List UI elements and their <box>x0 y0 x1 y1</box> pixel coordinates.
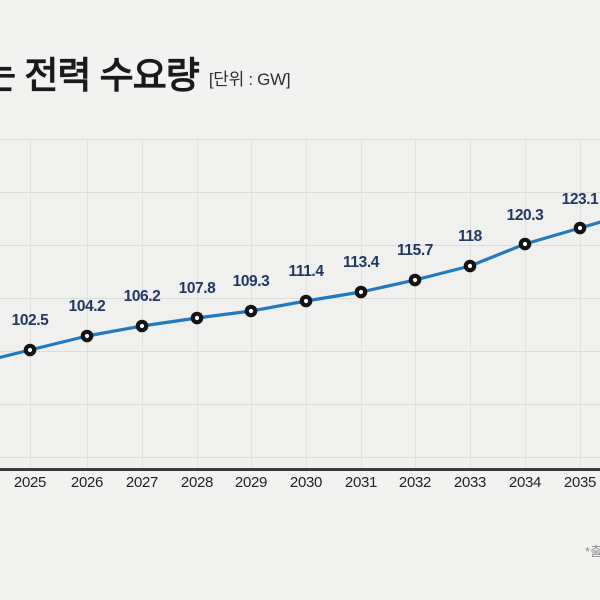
data-point-marker[interactable] <box>354 285 368 299</box>
data-point-label: 118 <box>458 228 482 245</box>
x-axis-tick-label: 2030 <box>289 474 323 491</box>
data-point-marker[interactable] <box>573 221 587 235</box>
data-point-marker[interactable] <box>244 304 258 318</box>
data-point-label: 111.4 <box>288 263 324 280</box>
x-axis-labels: 2025 2026 2027 2028 2029 2030 2031 2032 2033 2034… <box>0 474 600 502</box>
x-axis-tick-label: 2035 <box>563 474 597 491</box>
x-axis-tick-label: 2033 <box>453 474 487 491</box>
data-point-label: 115.7 <box>397 242 433 259</box>
page-title: 는 전력 수요량 <box>0 55 200 96</box>
x-axis-tick-label: 2034 <box>508 474 542 491</box>
source-note: *출처 <box>585 544 600 559</box>
x-axis-tick-label: 2025 <box>13 474 47 491</box>
line-series <box>0 220 600 360</box>
data-point-marker[interactable] <box>299 294 313 308</box>
data-point-marker[interactable] <box>23 343 37 357</box>
x-axis-tick-label: 2031 <box>344 474 378 491</box>
data-point-label: 109.3 <box>232 273 270 290</box>
x-axis-tick-label: 2029 <box>234 474 268 491</box>
chart-header: 는 전력 수요량 [단위 : GW] <box>0 38 600 94</box>
data-point-marker[interactable] <box>80 329 94 343</box>
data-point-label: 113.4 <box>343 254 379 271</box>
data-point-marker[interactable] <box>518 237 532 251</box>
x-axis-tick-label: 2026 <box>70 474 104 491</box>
unit-label: [단위 : GW] <box>208 70 291 89</box>
x-axis-tick-label: 2028 <box>180 474 214 491</box>
data-point-label: 123.1 <box>561 191 599 208</box>
x-axis-tick-label: 2032 <box>398 474 432 491</box>
data-point-marker[interactable] <box>463 259 477 273</box>
chart-plot-area: 102.5 104.2 106.2 107.8 109.3 111.4 113.4 115.7… <box>0 138 600 471</box>
data-point-label: 107.8 <box>178 280 216 297</box>
data-point-marker[interactable] <box>408 273 422 287</box>
data-point-label: 102.5 <box>11 312 49 329</box>
data-point-label: 120.3 <box>506 207 544 224</box>
data-point-marker[interactable] <box>190 311 204 325</box>
data-point-marker[interactable] <box>135 319 149 333</box>
x-axis-tick-label: 2027 <box>125 474 159 491</box>
data-point-label: 104.2 <box>68 298 106 315</box>
data-point-label: 106.2 <box>123 288 161 305</box>
